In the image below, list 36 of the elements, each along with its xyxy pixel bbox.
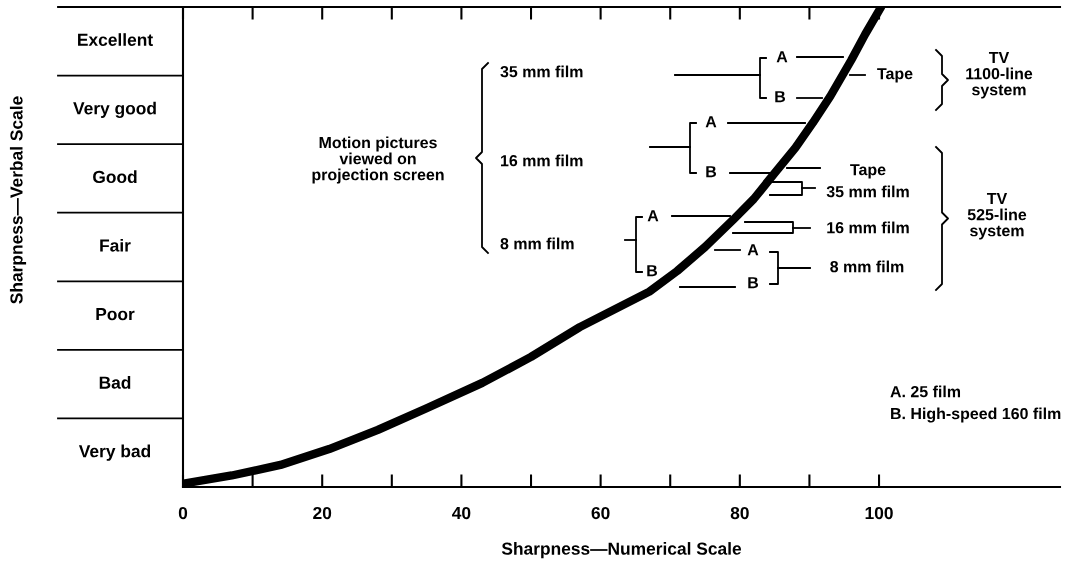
annotation: B bbox=[706, 166, 717, 178]
annotation: B. High-speed 160 film bbox=[891, 407, 1061, 423]
text: Very good bbox=[73, 101, 156, 118]
annotation: A bbox=[776, 51, 788, 63]
annotation: TV 1100-line system bbox=[966, 52, 1033, 99]
annotation: A bbox=[647, 210, 659, 222]
annotation: B bbox=[775, 91, 786, 103]
annotation: 16 mm film bbox=[827, 221, 909, 234]
text: Poor bbox=[96, 308, 135, 321]
annotation: 35 mm film bbox=[826, 185, 909, 198]
annotation: 8 mm film bbox=[500, 237, 574, 250]
annotation: TV 525-line system bbox=[967, 193, 1027, 240]
annotation: B bbox=[647, 265, 658, 277]
x-tick-label: 20 bbox=[313, 506, 332, 520]
text: Good bbox=[93, 170, 137, 184]
x-tick-label: 100 bbox=[865, 506, 893, 520]
annotation: A bbox=[747, 244, 759, 256]
annotation: A. 25 film bbox=[890, 385, 961, 398]
x-axis-title: Sharpness—Numerical Scale bbox=[501, 542, 742, 559]
annotation: A bbox=[705, 116, 717, 128]
text: Excellent bbox=[78, 33, 153, 46]
x-tick-label: 80 bbox=[730, 506, 749, 520]
text: Sharpness—Verbal Scale bbox=[9, 96, 27, 304]
text: Very bad bbox=[78, 444, 151, 461]
annotation: 35 mm film bbox=[500, 65, 583, 78]
annotation: Motion pictures viewed on projection screen bbox=[312, 136, 444, 184]
annotation: Tape bbox=[877, 68, 913, 83]
annotation: 16 mm film bbox=[501, 154, 583, 167]
text: Fair bbox=[100, 238, 131, 252]
x-tick-label: 60 bbox=[591, 506, 610, 520]
x-tick-label: 0 bbox=[178, 506, 188, 520]
text: Bad bbox=[99, 376, 131, 389]
annotation: B bbox=[748, 277, 759, 289]
annotation: 8 mm film bbox=[830, 260, 904, 273]
x-tick-label: 40 bbox=[452, 506, 471, 520]
annotation: Tape bbox=[850, 164, 886, 179]
